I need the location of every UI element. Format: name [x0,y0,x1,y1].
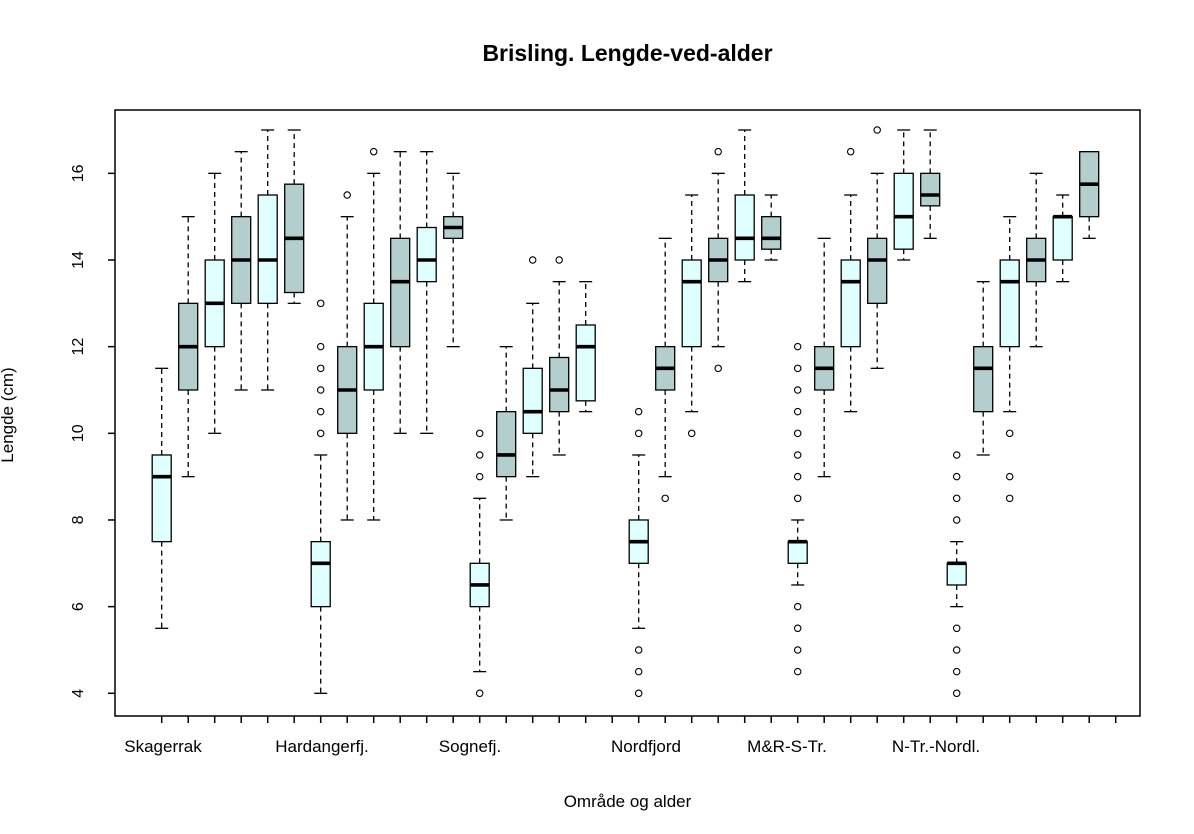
outlier-point [1005,494,1014,503]
outlier-point [793,342,802,351]
x-axis-label: Område og alder [563,792,692,811]
y-tick-label: 10 [70,424,87,442]
box [681,259,702,348]
y-tick-label: 4 [70,689,87,698]
outlier-point [316,299,325,308]
outlier-point [793,494,802,503]
outlier-point [634,667,643,676]
box [946,562,967,586]
group-label: N-Tr.-Nordl. [892,737,980,756]
outlier-point [793,364,802,373]
outlier-point [475,689,484,698]
box [257,194,278,304]
outlier-point [475,429,484,438]
y-tick-label: 6 [70,602,87,611]
outlier-point [793,386,802,394]
outlier-point [793,429,802,438]
y-tick-label: 16 [70,164,87,182]
group-label: Sognefj. [439,737,501,756]
outlier-point [793,624,802,633]
outlier-point [952,667,961,676]
box [920,172,941,207]
outlier-point [528,256,537,264]
outlier-point [316,407,325,416]
box [787,540,808,564]
outlier-point [634,646,643,654]
box [522,367,543,434]
outlier-point [793,407,802,416]
chart-title: Brisling. Lengde-ved-alder [482,40,773,66]
outlier-point [316,364,325,373]
outlier-point [1005,429,1014,438]
outlier-point [714,147,722,156]
outlier-point [634,429,643,438]
box [867,237,888,304]
box [496,411,517,478]
box [575,324,596,402]
outlier-point [555,256,563,264]
outlier-point [475,451,484,459]
y-tick-label: 12 [70,338,87,356]
group-label: Skagerrak [124,737,202,756]
box [151,454,172,543]
outlier-point [714,364,722,373]
group-label: Hardangerfj. [275,737,369,756]
outlier-point [343,191,351,199]
outlier-point [661,494,669,503]
outlier-point [316,342,325,351]
group-label: Nordfjord [611,737,681,756]
outlier-point [952,494,961,503]
outlier-point [952,516,961,524]
y-tick-label: 14 [70,251,87,269]
box [416,226,437,283]
outlier-point [952,646,961,654]
box [734,194,755,261]
box [549,356,570,413]
outlier-point [1005,472,1014,481]
outlier-point [793,472,802,481]
outlier-point [634,689,643,698]
box [390,237,411,348]
box [893,172,914,250]
outlier-point [952,472,961,481]
box [761,216,782,250]
outlier-point [793,602,802,611]
outlier-point [634,407,643,416]
group-label: M&R-S-Tr. [747,737,827,756]
outlier-point [793,667,802,676]
y-tick-label: 8 [70,515,87,524]
box [999,259,1020,348]
box [973,346,994,413]
box [840,259,861,348]
outlier-point [369,147,378,156]
plot-frame [114,109,1141,717]
outlier-point [687,429,696,438]
box [1052,216,1073,261]
outlier-point [316,429,325,438]
box [310,540,331,608]
outlier-point [952,451,961,459]
outlier-point [793,646,802,654]
outlier-point [475,472,484,481]
outlier-point [793,451,802,459]
outlier-point [952,624,961,633]
outlier-point [316,386,325,394]
outlier-point [873,126,881,134]
outlier-point [952,689,961,698]
outlier-point [846,147,855,156]
